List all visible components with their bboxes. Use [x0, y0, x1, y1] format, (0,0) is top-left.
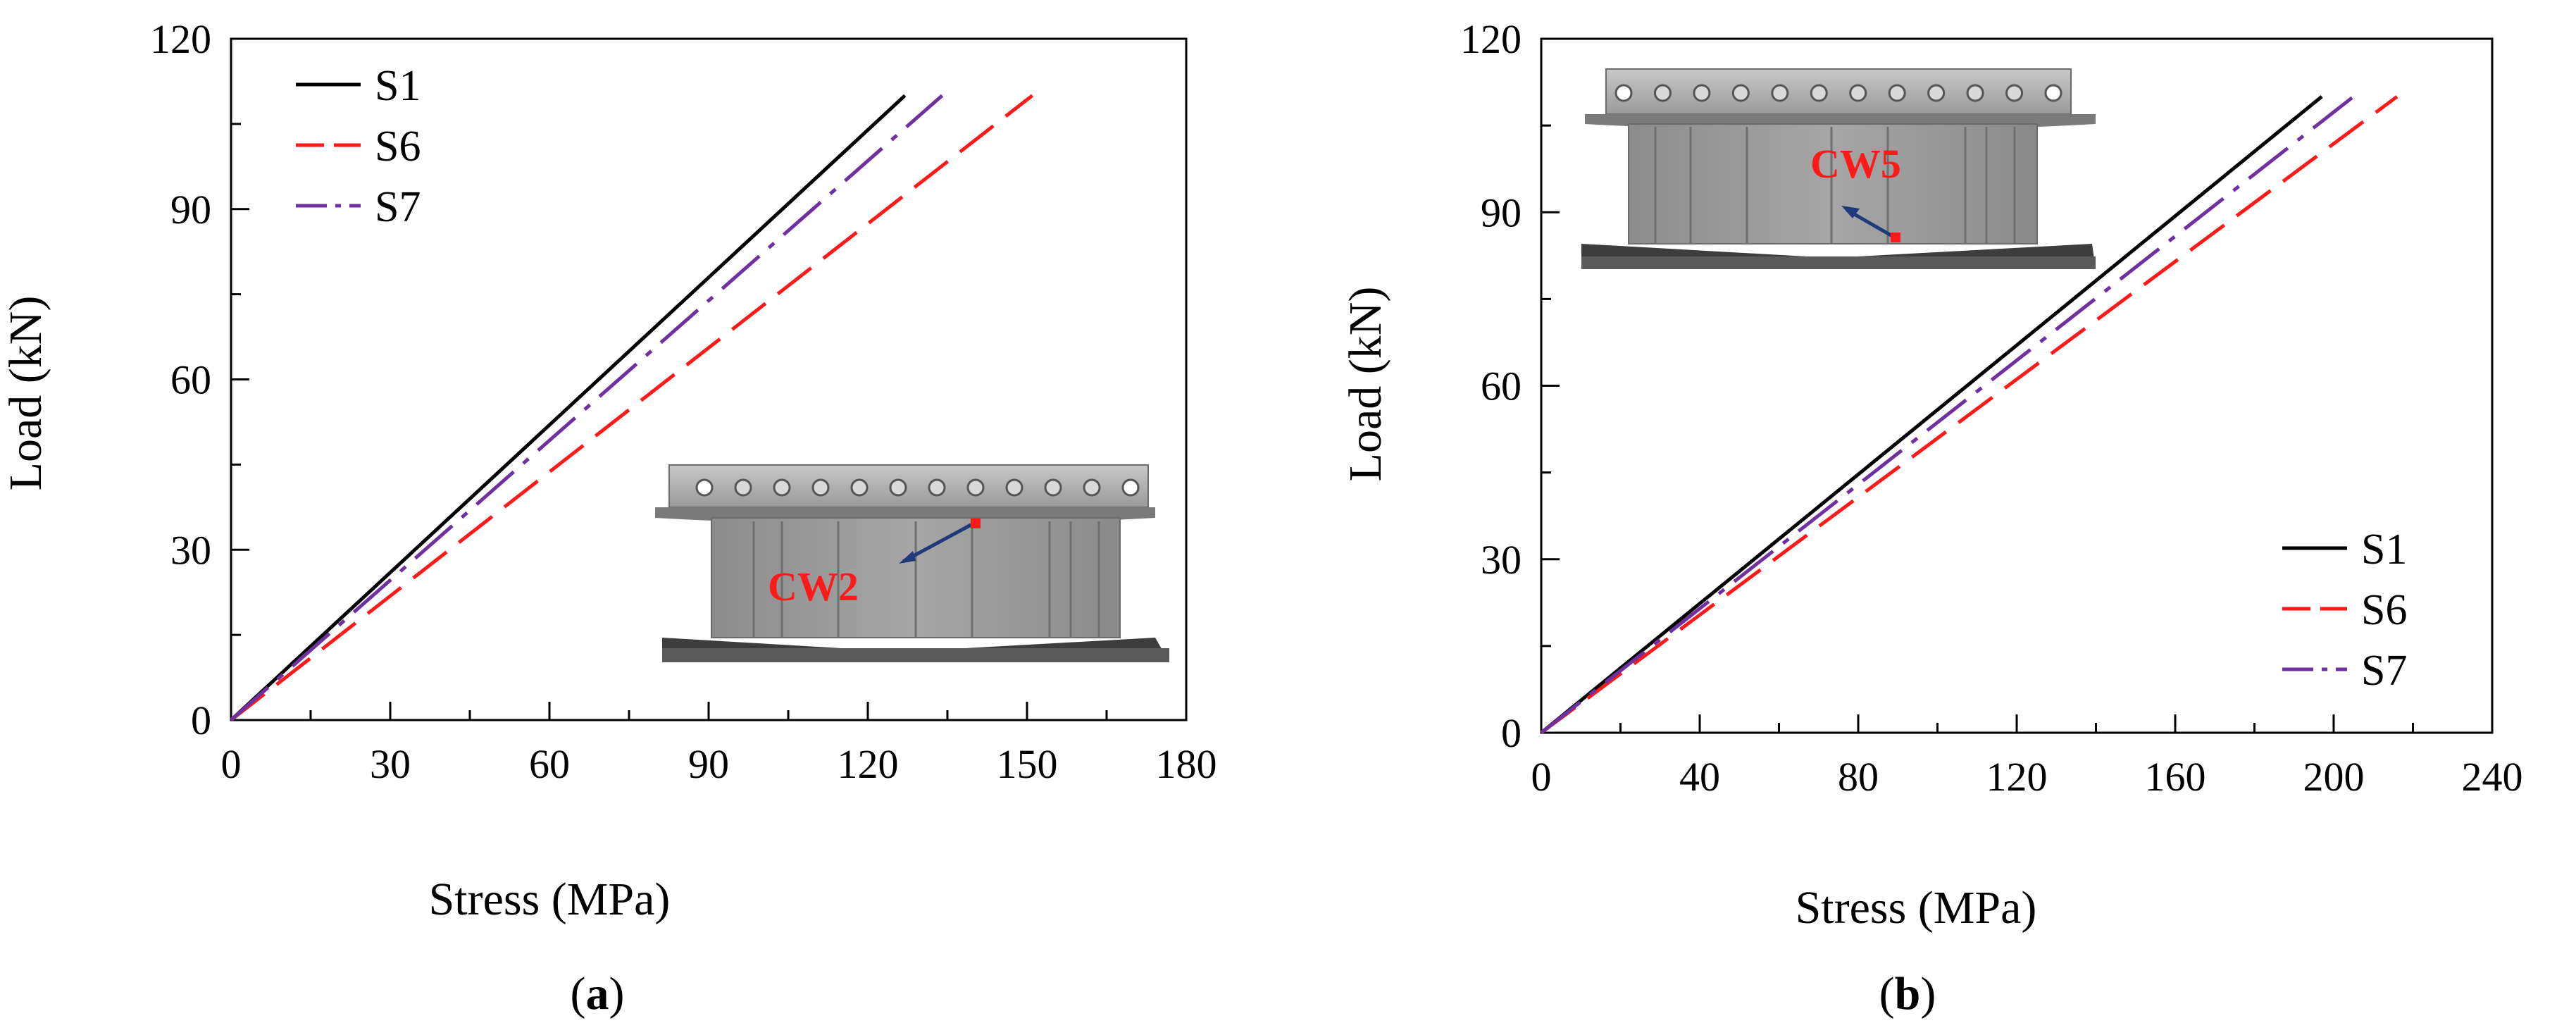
axis-ticks-b: 0 40 80 120 160 200 240 0 30 60 90 120 — [1460, 16, 2523, 800]
cw5-gauge-marker — [1891, 233, 1900, 242]
bolt-hole — [811, 478, 830, 497]
beam-inset-cw2: CW2 — [655, 464, 1169, 662]
x-tick-label: 90 — [688, 741, 729, 787]
x-tick-label: 160 — [2145, 754, 2206, 800]
y-tick-label: 120 — [1460, 16, 1522, 62]
bolt-hole — [2005, 84, 2024, 102]
y-axis-title-a: Load (kN) — [0, 296, 51, 491]
x-tick-label: 40 — [1679, 754, 1720, 800]
bolt-holes-b — [1614, 84, 2062, 102]
beam-web — [1628, 123, 2038, 244]
y-tick-label: 90 — [170, 187, 211, 233]
x-tick-label: 150 — [997, 741, 1058, 787]
x-tick-label: 0 — [1531, 754, 1552, 800]
bolt-hole — [2044, 84, 2062, 102]
bolt-hole — [1044, 478, 1062, 497]
legend-label-s1: S1 — [375, 62, 421, 110]
bolt-holes-a — [695, 478, 1140, 497]
x-axis-title-a: Stress (MPa) — [429, 874, 671, 925]
cw5-arrowhead — [1841, 206, 1860, 218]
legend-a: S1 S6 S7 — [296, 62, 421, 231]
y-tick-label: 90 — [1481, 190, 1522, 235]
x-tick-label: 30 — [370, 741, 411, 787]
cw2-gauge-marker — [971, 519, 981, 528]
bolt-hole — [1888, 84, 1906, 102]
bolt-hole — [1614, 84, 1633, 102]
x-tick-label: 240 — [2462, 754, 2523, 800]
base-plate — [1581, 256, 2096, 269]
bolt-hole — [734, 478, 752, 497]
base-plate — [662, 648, 1169, 662]
bolt-hole — [1966, 84, 1984, 102]
panel-b: 0 40 80 120 160 200 240 0 30 60 90 120 CW5 S1 S6 S7 L… — [1340, 16, 2523, 1019]
bolt-hole — [1927, 84, 1946, 102]
bolt-hole — [1771, 84, 1789, 102]
y-tick-label: 60 — [1481, 364, 1522, 409]
x-tick-label: 180 — [1156, 741, 1217, 787]
x-tick-label: 120 — [838, 741, 899, 787]
x-axis-title-b: Stress (MPa) — [1796, 882, 2037, 934]
cw5-label: CW5 — [1810, 141, 1901, 187]
x-tick-label: 80 — [1838, 754, 1879, 800]
bolt-hole — [1653, 84, 1672, 102]
panel-caption-b: (b) — [1879, 968, 1936, 1019]
legend-label-s6: S6 — [375, 123, 421, 171]
bolt-hole — [695, 478, 714, 497]
series-group-b — [1540, 95, 2398, 735]
series-line-s7 — [1540, 95, 2355, 734]
bolt-hole — [1731, 84, 1750, 102]
x-tick-label: 120 — [1986, 754, 2048, 800]
bolt-hole — [1005, 478, 1023, 497]
legend-label-s6: S6 — [2361, 586, 2407, 634]
series-line-s7 — [230, 94, 944, 721]
axis-ticks-a: 0 30 60 90 120 150 180 0 30 60 90 120 — [150, 16, 1217, 787]
y-tick-label: 30 — [170, 527, 211, 573]
y-tick-label: 60 — [170, 357, 211, 403]
legend-label-s1: S1 — [2361, 526, 2407, 574]
bolt-hole — [1083, 478, 1101, 497]
panel-caption-a: (a) — [571, 968, 625, 1019]
y-axis-title-b: Load (kN) — [1340, 287, 1391, 482]
bolt-hole — [889, 478, 907, 497]
cw2-pointer-arrow — [902, 521, 975, 564]
bolt-hole — [1810, 84, 1828, 102]
bolt-hole — [773, 478, 791, 497]
legend-b: S1 S6 S7 — [2282, 526, 2407, 695]
bolt-hole — [928, 478, 946, 497]
panel-a: 0 30 60 90 120 150 180 0 30 60 90 120 CW2 S1 S6 S7 Lo… — [0, 16, 1217, 1019]
bolt-hole — [1121, 478, 1140, 497]
y-tick-label: 120 — [150, 16, 211, 62]
bolt-hole — [1849, 84, 1867, 102]
beam-inset-cw5: CW5 — [1581, 68, 2096, 269]
y-tick-label: 0 — [191, 698, 211, 743]
top-flange-plate — [1605, 68, 2072, 115]
bolt-hole — [850, 478, 869, 497]
legend-label-s7: S7 — [375, 183, 421, 231]
series-line-s6 — [1540, 95, 2398, 735]
web-stiffeners-b — [1654, 127, 2016, 244]
y-tick-label: 30 — [1481, 537, 1522, 583]
bolt-hole — [1693, 84, 1711, 102]
web-stiffeners-a — [752, 521, 1100, 638]
x-tick-label: 60 — [529, 741, 570, 787]
cw2-label: CW2 — [768, 564, 859, 609]
bolt-hole — [966, 478, 985, 497]
x-tick-label: 0 — [221, 741, 242, 787]
series-line-s1 — [230, 94, 907, 721]
series-group-a — [230, 94, 1034, 721]
cw2-arrowhead — [899, 551, 916, 564]
x-tick-label: 200 — [2303, 754, 2365, 800]
series-line-s1 — [1540, 95, 2323, 734]
series-line-s6 — [230, 94, 1034, 721]
legend-label-s7: S7 — [2361, 647, 2407, 695]
y-tick-label: 0 — [1501, 710, 1522, 756]
